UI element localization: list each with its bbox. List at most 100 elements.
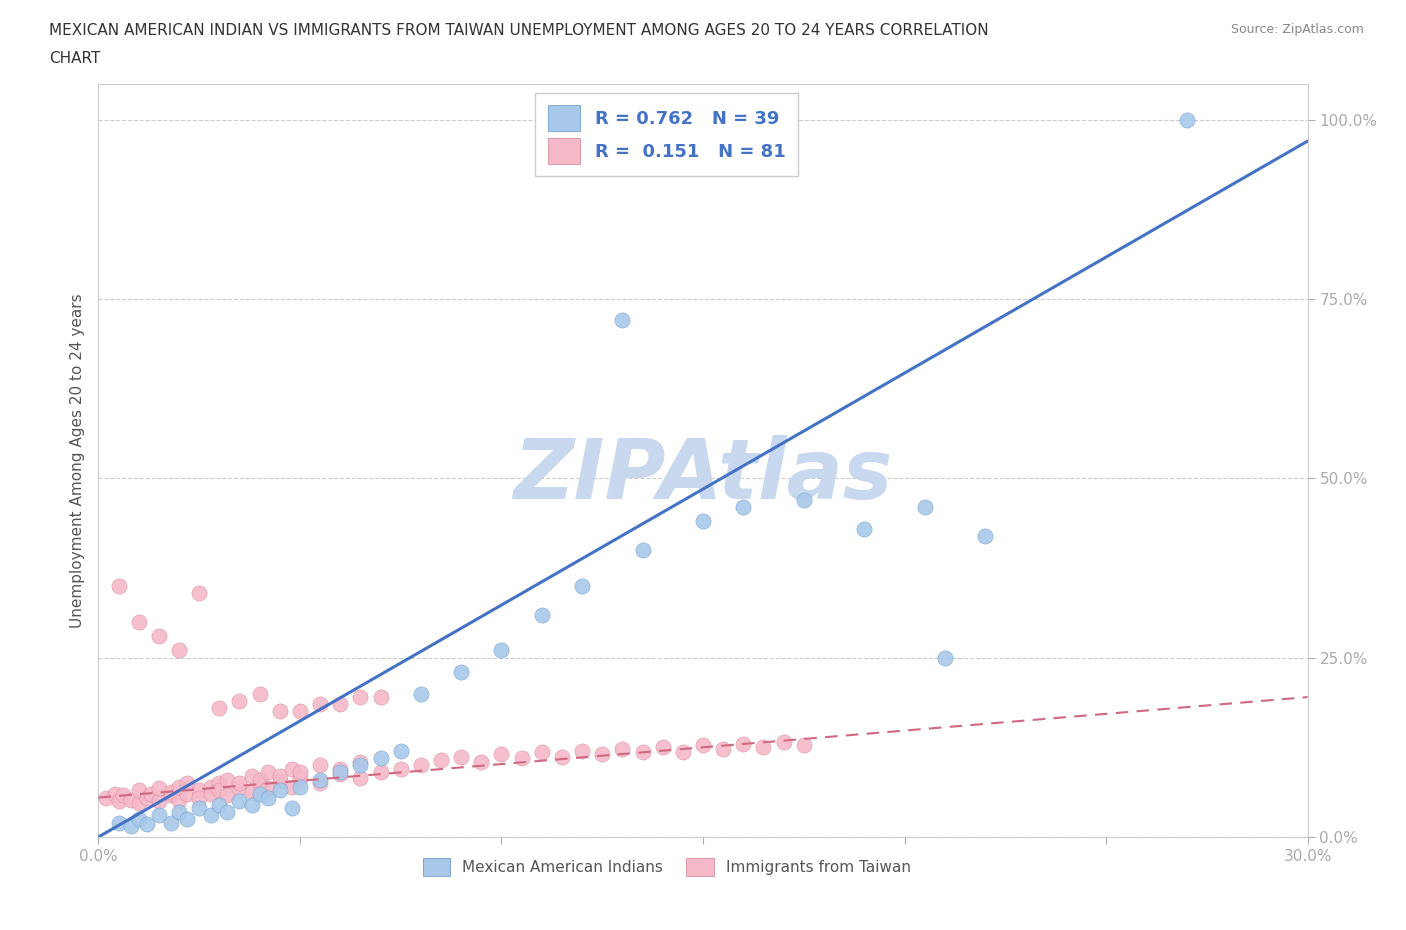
Point	[733, 499, 755, 514]
Point	[651, 740, 673, 755]
Text: CHART: CHART	[49, 51, 101, 66]
Point	[228, 781, 250, 796]
Point	[103, 787, 125, 802]
Point	[120, 818, 142, 833]
Point	[228, 776, 250, 790]
Point	[772, 735, 794, 750]
Point	[160, 788, 183, 803]
Point	[288, 779, 311, 794]
Point	[672, 745, 695, 760]
Point	[228, 693, 250, 708]
Point	[107, 793, 129, 808]
Point	[269, 774, 291, 789]
Point	[200, 787, 222, 802]
Text: Source: ZipAtlas.com: Source: ZipAtlas.com	[1230, 23, 1364, 36]
Point	[470, 754, 492, 769]
Point	[111, 788, 134, 803]
Point	[571, 743, 593, 758]
Point	[349, 771, 371, 786]
Point	[256, 781, 278, 796]
Point	[281, 779, 304, 794]
Point	[793, 492, 815, 507]
Point	[176, 812, 198, 827]
Point	[240, 797, 263, 812]
Point	[370, 751, 392, 765]
Point	[256, 790, 278, 805]
Point	[409, 758, 432, 773]
Point	[269, 704, 291, 719]
Point	[167, 792, 190, 807]
Point	[288, 704, 311, 719]
Point	[530, 607, 553, 622]
Point	[167, 779, 190, 794]
Point	[1175, 113, 1198, 127]
Point	[853, 521, 876, 536]
Point	[208, 797, 231, 812]
Point	[510, 751, 533, 765]
Point	[974, 528, 997, 543]
Point	[96, 790, 118, 805]
Point	[551, 750, 574, 764]
Point	[430, 752, 453, 767]
Y-axis label: Unemployment Among Ages 20 to 24 years: Unemployment Among Ages 20 to 24 years	[69, 293, 84, 628]
Point	[188, 586, 211, 601]
Point	[631, 745, 654, 760]
Point	[167, 804, 190, 819]
Point	[107, 816, 129, 830]
Point	[591, 747, 613, 762]
Point	[200, 779, 222, 794]
Point	[329, 766, 352, 781]
Point	[349, 758, 371, 773]
Point	[309, 697, 332, 711]
Point	[450, 750, 472, 764]
Point	[128, 795, 150, 810]
Point	[188, 790, 211, 805]
Point	[450, 665, 472, 680]
Point	[349, 690, 371, 705]
Point	[370, 690, 392, 705]
Legend: Mexican American Indians, Immigrants from Taiwan: Mexican American Indians, Immigrants fro…	[416, 852, 917, 882]
Point	[281, 762, 304, 777]
Point	[934, 650, 956, 665]
Point	[612, 742, 634, 757]
Point	[208, 776, 231, 790]
Point	[217, 788, 239, 803]
Point	[269, 783, 291, 798]
Point	[148, 629, 170, 644]
Point	[249, 777, 271, 792]
Point	[491, 643, 513, 658]
Point	[188, 801, 211, 816]
Point	[409, 686, 432, 701]
Point	[309, 772, 332, 787]
Point	[217, 804, 239, 819]
Point	[631, 542, 654, 557]
Point	[571, 578, 593, 593]
Point	[148, 781, 170, 796]
Point	[107, 578, 129, 593]
Point	[135, 817, 157, 831]
Point	[208, 783, 231, 798]
Point	[329, 762, 352, 777]
Point	[240, 768, 263, 783]
Point	[711, 742, 734, 757]
Point	[148, 808, 170, 823]
Point	[256, 765, 278, 780]
Point	[139, 787, 162, 802]
Point	[176, 776, 198, 790]
Point	[914, 499, 936, 514]
Point	[309, 758, 332, 773]
Point	[349, 754, 371, 769]
Point	[793, 737, 815, 752]
Point	[128, 812, 150, 827]
Point	[128, 615, 150, 630]
Point	[160, 784, 183, 799]
Point	[692, 737, 714, 752]
Point	[128, 783, 150, 798]
Point	[733, 737, 755, 751]
Point	[389, 743, 412, 758]
Point	[200, 808, 222, 823]
Point	[217, 772, 239, 787]
Point	[269, 768, 291, 783]
Point	[752, 740, 775, 755]
Point	[249, 686, 271, 701]
